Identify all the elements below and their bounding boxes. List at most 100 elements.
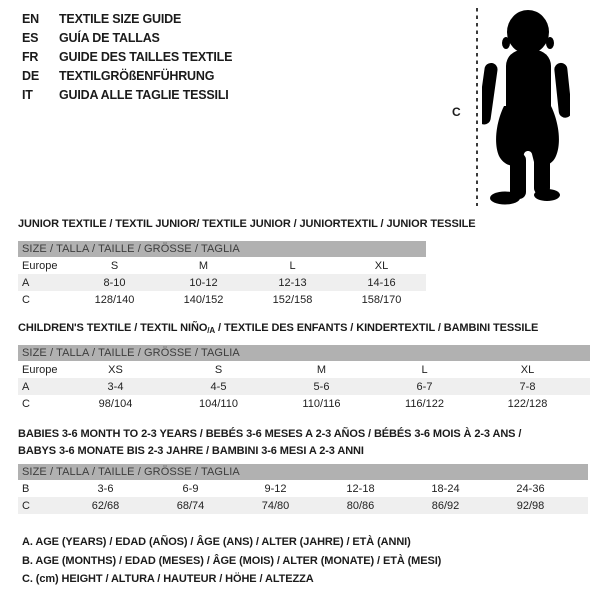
row-label-cell: B — [22, 482, 30, 495]
size-cell: 68/74 — [148, 497, 233, 514]
row-label-cell: A — [18, 378, 64, 395]
size-cell: XS — [108, 363, 123, 376]
size-cell: 9-12 — [264, 482, 287, 495]
size-header-bar: SIZE / TALLA / TAILLE / GRÖSSE / TAGLIA — [18, 345, 591, 361]
row-label-cell: C — [22, 293, 30, 306]
row-label-cell: Europe — [22, 363, 58, 376]
size-cell: 74/80 — [233, 497, 318, 514]
junior-size-table: SIZE / TALLA / TAILLE / GRÖSSE / TAGLIA … — [18, 241, 426, 308]
lang-code: DE — [22, 69, 39, 83]
babies-section-heading: BABIES 3-6 MONTH TO 2-3 YEARS / BEBÉS 3-… — [18, 426, 521, 460]
size-cell: 24-36 — [516, 482, 545, 495]
size-cell: 4-5 — [167, 378, 270, 395]
size-cell: S — [110, 259, 119, 272]
row-label-cell: A — [18, 274, 70, 291]
table-row: C 98/104 104/110 110/116 116/122 122/128 — [18, 395, 590, 412]
size-cell: 110/116 — [302, 397, 341, 410]
spacer-cell — [573, 497, 588, 514]
lang-row-it: IT GUIDA ALLE TAGLIE TESSILI — [22, 86, 232, 105]
lang-code: FR — [22, 50, 39, 64]
size-cell: L — [421, 363, 428, 376]
table-row: B 3-6 6-9 9-12 12-18 18-24 24-36 — [18, 480, 588, 497]
lang-label: GUIDA ALLE TAGLIE TESSILI — [59, 88, 229, 102]
lang-code: ES — [22, 31, 39, 45]
lang-code: EN — [22, 12, 39, 26]
size-cell: 7-8 — [476, 378, 579, 395]
size-cell: 122/128 — [507, 397, 548, 410]
size-cell: 14-16 — [337, 274, 426, 291]
size-cell: 128/140 — [94, 293, 135, 306]
size-cell: 8-10 — [70, 274, 159, 291]
lang-label: GUIDE DES TAILLES TEXTILE — [59, 50, 233, 64]
lang-row-de: DE TEXTILGRÖßENFÜHRUNG — [22, 67, 232, 86]
lang-row-es: ES GUÍA DE TALLAS — [22, 29, 232, 48]
row-label-cell: C — [22, 397, 30, 410]
size-cell: 140/152 — [183, 293, 224, 306]
size-header-bar: SIZE / TALLA / TAILLE / GRÖSSE / TAGLIA — [18, 241, 426, 257]
row-label-cell: Europe — [22, 259, 58, 272]
height-label-c: C — [452, 105, 461, 119]
lang-row-en: EN TEXTILE SIZE GUIDE — [22, 10, 232, 29]
spacer-cell — [579, 378, 591, 395]
height-measure-dashed-line — [476, 8, 478, 206]
table-row: A 3-4 4-5 5-6 6-7 7-8 — [18, 378, 591, 395]
row-label-cell: C — [18, 497, 63, 514]
children-size-table: SIZE / TALLA / TAILLE / GRÖSSE / TAGLIA … — [18, 345, 591, 412]
size-header-label: SIZE / TALLA / TAILLE / GRÖSSE / TAGLIA — [18, 241, 426, 257]
size-header-label: SIZE / TALLA / TAILLE / GRÖSSE / TAGLIA — [18, 464, 588, 480]
size-cell: M — [316, 363, 327, 376]
size-cell: 12-18 — [346, 482, 375, 495]
size-cell: 10-12 — [159, 274, 248, 291]
children-section-heading: CHILDREN'S TEXTILE / TEXTIL NIÑO/A / TEX… — [18, 320, 538, 339]
children-heading-part2: / TEXTILE DES ENFANTS / KINDERTEXTIL / B… — [215, 322, 539, 334]
size-cell: M — [198, 259, 209, 272]
babies-heading-line1: BABIES 3-6 MONTH TO 2-3 YEARS / BEBÉS 3-… — [18, 428, 522, 440]
size-cell: 5-6 — [270, 378, 373, 395]
table-row: A 8-10 10-12 12-13 14-16 — [18, 274, 426, 291]
table-row: Europe S M L XL — [18, 257, 426, 274]
lang-label: TEXTILGRÖßENFÜHRUNG — [59, 69, 215, 83]
size-header-label: SIZE / TALLA / TAILLE / GRÖSSE / TAGLIA — [18, 345, 591, 361]
table-row: Europe XS S M L XL — [18, 361, 590, 378]
size-cell: 6-7 — [373, 378, 476, 395]
size-cell: 158/170 — [361, 293, 402, 306]
legend-line-c: C. (cm) HEIGHT / ALTURA / HAUTEUR / HÖHE… — [22, 573, 314, 585]
lang-label: TEXTILE SIZE GUIDE — [59, 12, 182, 26]
size-cell: 152/158 — [272, 293, 313, 306]
baby-silhouette-icon — [482, 10, 570, 205]
size-cell: 6-9 — [182, 482, 199, 495]
junior-section-heading: JUNIOR TEXTILE / TEXTIL JUNIOR/ TEXTILE … — [18, 218, 476, 230]
spacer-cell — [579, 361, 590, 378]
children-heading-subscript: /A — [207, 326, 216, 335]
babies-size-table: SIZE / TALLA / TAILLE / GRÖSSE / TAGLIA … — [18, 464, 588, 514]
children-heading-part1: CHILDREN'S TEXTILE / TEXTIL NIÑO — [18, 322, 208, 334]
lang-code: IT — [22, 88, 33, 102]
size-cell: 80/86 — [318, 497, 403, 514]
size-cell: XL — [374, 259, 389, 272]
table-row: C 62/68 68/74 74/80 80/86 86/92 92/98 — [18, 497, 588, 514]
babies-heading-line2: BABYS 3-6 MONATE BIS 2-3 JAHRE / BAMBINI… — [18, 445, 364, 457]
size-cell: 62/68 — [63, 497, 148, 514]
language-title-block: EN TEXTILE SIZE GUIDE ES GUÍA DE TALLAS … — [22, 10, 232, 105]
size-cell: XL — [520, 363, 535, 376]
legend-block: A. AGE (YEARS) / EDAD (AÑOS) / ÂGE (ANS)… — [22, 533, 441, 589]
size-cell: 116/122 — [405, 397, 444, 410]
size-cell: S — [214, 363, 223, 376]
spacer-cell — [579, 395, 590, 412]
size-header-bar: SIZE / TALLA / TAILLE / GRÖSSE / TAGLIA — [18, 464, 588, 480]
size-cell: 86/92 — [403, 497, 488, 514]
table-row: C 128/140 140/152 152/158 158/170 — [18, 291, 426, 308]
lang-row-fr: FR GUIDE DES TAILLES TEXTILE — [22, 48, 232, 67]
size-cell: 98/104 — [98, 397, 133, 410]
size-cell: 3-6 — [97, 482, 114, 495]
size-cell: 12-13 — [248, 274, 337, 291]
size-cell: 104/110 — [199, 397, 238, 410]
legend-line-a: A. AGE (YEARS) / EDAD (AÑOS) / ÂGE (ANS)… — [22, 536, 411, 548]
size-cell: 3-4 — [64, 378, 167, 395]
lang-label: GUÍA DE TALLAS — [59, 31, 160, 45]
size-cell: 18-24 — [431, 482, 460, 495]
spacer-cell — [573, 480, 588, 497]
size-cell: 92/98 — [488, 497, 573, 514]
legend-line-b: B. AGE (MONTHS) / EDAD (MESES) / ÂGE (MO… — [22, 554, 442, 567]
size-cell: L — [289, 259, 296, 272]
